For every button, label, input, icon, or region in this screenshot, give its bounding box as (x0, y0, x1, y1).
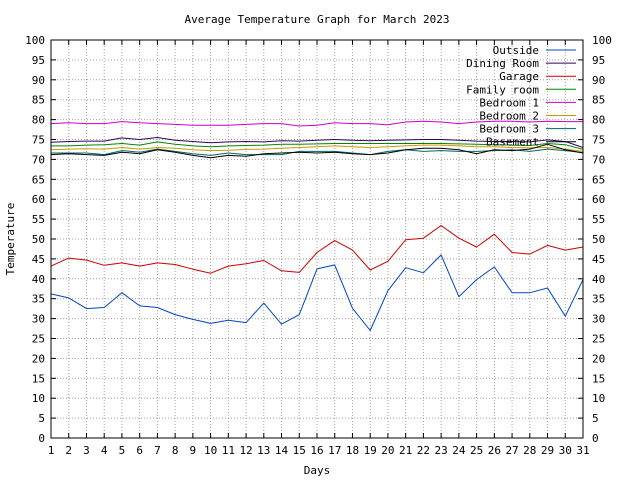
x-tick-label: 26 (488, 444, 501, 457)
x-tick-label: 16 (310, 444, 323, 457)
y-tick-label-left: 85 (32, 94, 45, 107)
y-tick-label-right: 35 (592, 293, 605, 306)
legend-label-dining-room: Dining Room (466, 57, 539, 70)
x-tick-label: 4 (101, 444, 108, 457)
x-tick-label: 30 (559, 444, 572, 457)
x-tick-label: 10 (204, 444, 217, 457)
x-tick-label: 14 (275, 444, 289, 457)
legend-label-bedroom-1: Bedroom 1 (479, 96, 539, 109)
x-tick-label: 2 (65, 444, 72, 457)
x-tick-label: 11 (222, 444, 235, 457)
x-tick-label: 25 (470, 444, 483, 457)
series-line-bedroom-3 (51, 148, 584, 156)
y-tick-label-right: 90 (592, 74, 605, 87)
legend-label-bedroom-3: Bedroom 3 (479, 123, 539, 136)
y-tick-label-right: 75 (592, 134, 605, 147)
y-tick-label-left: 55 (32, 213, 45, 226)
y-tick-label-left: 100 (25, 34, 45, 47)
x-tick-label: 7 (154, 444, 161, 457)
y-tick-label-right: 95 (592, 54, 605, 67)
y-tick-label-left: 90 (32, 74, 45, 87)
x-tick-label: 5 (119, 444, 126, 457)
y-tick-label-right: 15 (592, 372, 605, 385)
x-tick-label: 20 (381, 444, 394, 457)
y-tick-label-left: 20 (32, 352, 45, 365)
y-tick-label-right: 40 (592, 273, 605, 286)
x-tick-label: 8 (172, 444, 179, 457)
y-tick-label-right: 45 (592, 253, 605, 266)
x-tick-label: 21 (399, 444, 412, 457)
y-tick-label-left: 15 (32, 372, 45, 385)
legend-label-garage: Garage (499, 70, 539, 83)
y-tick-label-left: 75 (32, 134, 45, 147)
y-tick-label-left: 95 (32, 54, 45, 67)
y-tick-label-right: 20 (592, 352, 605, 365)
y-tick-label-right: 10 (592, 392, 605, 405)
tick-labels: 1 2 3 4 5 6 7 8 9 10 11 12 13 14 15 16 17 18 19 20 21 22 23 24 2… (25, 34, 612, 457)
y-tick-label-right: 0 (592, 432, 599, 445)
x-tick-label: 29 (541, 444, 554, 457)
y-tick-label-right: 100 (592, 34, 612, 47)
x-tick-label: 15 (293, 444, 306, 457)
y-tick-label-left: 5 (38, 412, 45, 425)
series-line-garage (50, 225, 584, 274)
legend-label-bedroom-2: Bedroom 2 (479, 110, 539, 123)
x-tick-label: 31 (576, 444, 589, 457)
series-line-bedroom-2 (50, 144, 584, 152)
x-axis-label: Days (304, 464, 331, 477)
x-tick-label: 9 (190, 444, 197, 457)
y-tick-label-right: 50 (592, 233, 605, 246)
series-line-outside (50, 254, 584, 331)
plot-border (50, 39, 584, 439)
y-tick-label-left: 40 (32, 273, 45, 286)
y-tick-label-left: 35 (32, 293, 45, 306)
y-tick-label-left: 0 (38, 432, 45, 445)
y-axis-label: Temperature (4, 203, 17, 276)
x-tick-label: 13 (257, 444, 270, 457)
y-tick-label-left: 10 (32, 392, 45, 405)
y-tick-label-right: 30 (592, 313, 605, 326)
y-tick-label-left: 30 (32, 313, 45, 326)
y-tick-label-left: 25 (32, 333, 45, 346)
x-tick-label: 27 (505, 444, 518, 457)
series-line-dining-room (50, 137, 584, 148)
series-lines (50, 120, 584, 331)
y-tick-label-left: 70 (32, 153, 45, 166)
series-line-bedroom-1 (50, 120, 583, 127)
y-tick-label-right: 55 (592, 213, 605, 226)
x-tick-label: 17 (328, 444, 341, 457)
y-tick-label-left: 45 (32, 253, 45, 266)
grid-lines (51, 40, 583, 438)
x-tick-label: 6 (136, 444, 143, 457)
x-tick-label: 24 (452, 444, 466, 457)
x-tick-label: 18 (346, 444, 359, 457)
y-tick-label-left: 50 (32, 233, 45, 246)
y-tick-label-right: 65 (592, 173, 605, 186)
y-tick-label-right: 25 (592, 333, 605, 346)
x-tick-label: 3 (83, 444, 90, 457)
x-tick-label: 19 (364, 444, 377, 457)
y-tick-label-left: 60 (32, 193, 45, 206)
x-tick-label: 28 (523, 444, 536, 457)
x-tick-label: 23 (435, 444, 448, 457)
x-tick-label: 1 (48, 444, 55, 457)
y-tick-label-right: 80 (592, 114, 605, 127)
y-tick-label-right: 85 (592, 94, 605, 107)
legend-label-basement: Basement (486, 136, 539, 149)
legend-label-outside: Outside (493, 44, 539, 57)
series-line-basement (50, 143, 584, 159)
x-tick-label: 12 (239, 444, 252, 457)
y-tick-label-left: 65 (32, 173, 45, 186)
y-tick-label-right: 60 (592, 193, 605, 206)
x-tick-label: 22 (417, 444, 430, 457)
series-line-family-room (51, 141, 584, 150)
chart-title: Average Temperature Graph for March 2023 (185, 13, 450, 26)
y-tick-label-left: 80 (32, 114, 45, 127)
legend-label-family-room: Family room (466, 83, 539, 96)
y-tick-label-right: 70 (592, 153, 605, 166)
y-tick-label-right: 5 (592, 412, 599, 425)
